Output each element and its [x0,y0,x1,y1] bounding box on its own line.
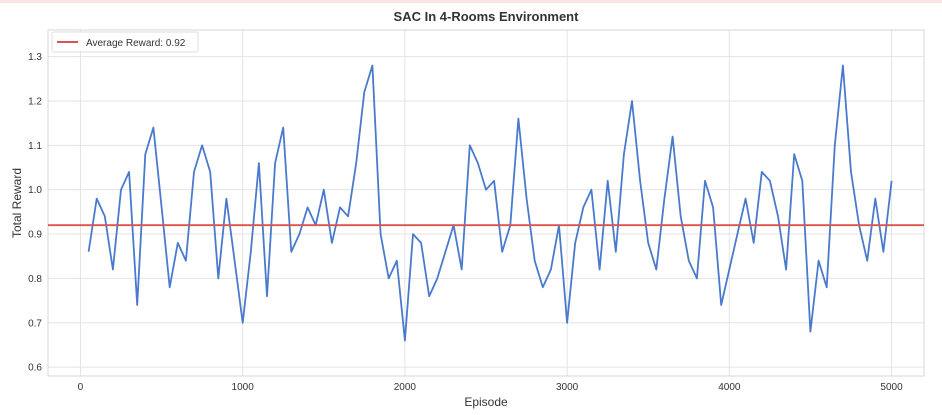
series-layer [87,64,893,342]
legend: Average Reward: 0.92 [51,31,199,53]
x-tick-label: 3000 [556,382,579,393]
y-tick-label: 0.8 [28,274,42,285]
x-axis: 0 1000 2000 3000 4000 5000 [78,382,903,393]
x-tick-label: 0 [78,382,84,393]
y-tick-label: 1.1 [28,141,42,152]
grid [48,30,924,376]
y-axis: 0.6 0.7 0.8 0.9 1.0 1.1 1.2 1.3 [28,52,42,374]
y-tick-label: 0.9 [28,230,42,241]
x-tick-label: 1000 [232,382,255,393]
reward-series-line [87,64,893,342]
plot-frame [47,29,925,377]
x-axis-label: Episode [464,395,508,409]
y-tick-label: 0.6 [28,363,42,374]
x-tick-label: 5000 [880,382,903,393]
y-axis-label: Total Reward [10,168,24,238]
x-tick-label: 4000 [718,382,741,393]
x-tick-label: 2000 [394,382,417,393]
y-tick-label: 1.0 [28,185,42,196]
chart-title: SAC In 4-Rooms Environment [394,9,580,24]
y-tick-label: 0.7 [28,318,42,329]
top-accent-strip [0,0,942,3]
y-tick-label: 1.2 [28,96,42,107]
y-tick-label: 1.3 [28,52,42,63]
legend-box [51,31,199,53]
legend-label: Average Reward: 0.92 [86,38,186,49]
